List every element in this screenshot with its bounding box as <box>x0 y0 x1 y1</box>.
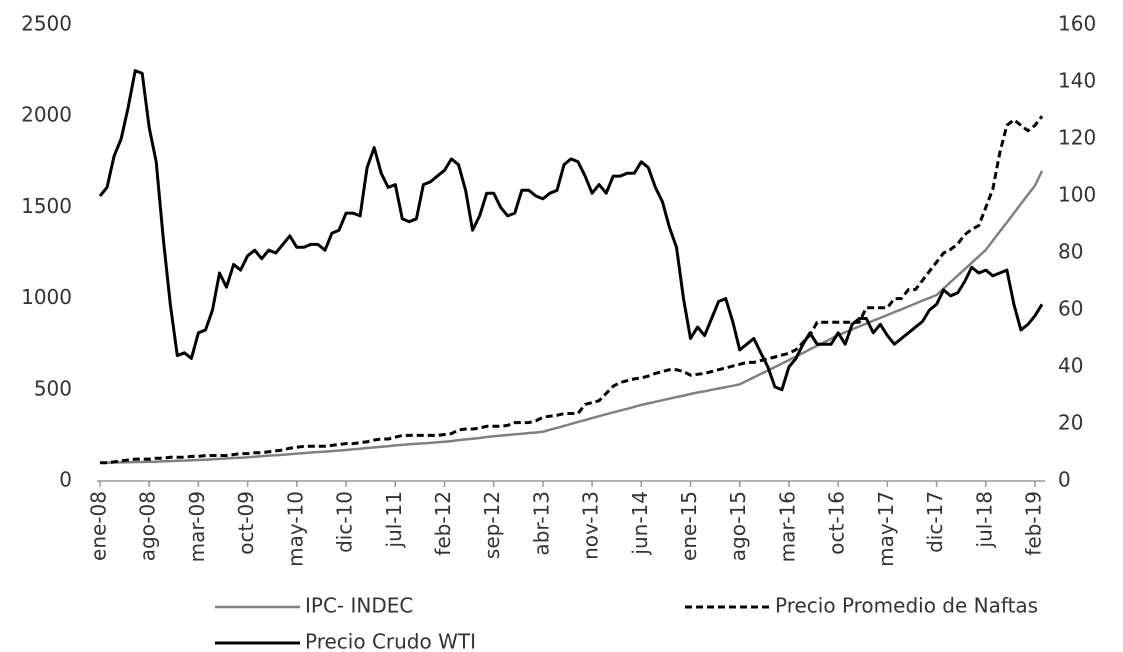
x-tick-label: mar-16 <box>775 491 799 562</box>
x-tick-label: may-10 <box>283 491 307 567</box>
x-tick-label: nov-13 <box>579 491 603 560</box>
x-tick-label: feb-19 <box>1022 491 1046 556</box>
x-tick-label: oct-16 <box>825 491 849 555</box>
y2-tick-label: 100 <box>1058 183 1096 207</box>
y-tick-label: 1000 <box>21 285 72 309</box>
legend-label: Precio Promedio de Naftas <box>775 594 1038 618</box>
x-tick-label: ago-15 <box>726 491 750 561</box>
x-tick-label: ene-15 <box>677 491 701 561</box>
y2-tick-label: 80 <box>1058 240 1083 264</box>
y2-tick-label: 20 <box>1058 411 1083 435</box>
y2-tick-label: 160 <box>1058 12 1096 36</box>
legend-label: Precio Crudo WTI <box>305 630 476 652</box>
x-tick-label: jul-11 <box>382 491 406 548</box>
x-tick-label: dic-17 <box>923 491 947 553</box>
x-tick-label: oct-09 <box>234 491 258 555</box>
y2-tick-label: 40 <box>1058 354 1083 378</box>
x-tick-label: ago-08 <box>136 491 160 561</box>
legend-label: IPC- INDEC <box>305 594 413 618</box>
y-tick-label: 500 <box>34 376 72 400</box>
y-tick-label: 0 <box>59 468 72 492</box>
series-line <box>99 170 1044 465</box>
x-tick-label: mar-09 <box>185 491 209 562</box>
y2-tick-label: 120 <box>1058 126 1096 150</box>
series-line <box>100 115 1044 465</box>
x-tick-label: dic-10 <box>333 491 357 553</box>
x-tick-label: may-17 <box>874 491 898 567</box>
y-tick-label: 2000 <box>21 103 72 127</box>
y-tick-label: 2500 <box>21 12 72 36</box>
y2-tick-label: 0 <box>1058 468 1071 492</box>
x-tick-label: sep-12 <box>480 491 504 559</box>
x-tick-label: jul-18 <box>972 491 996 548</box>
x-tick-label: feb-12 <box>431 491 455 556</box>
y2-tick-label: 60 <box>1058 297 1083 321</box>
series-line <box>98 69 1044 392</box>
x-tick-label: ene-08 <box>87 491 111 561</box>
x-tick-label: abr-13 <box>529 491 553 556</box>
y2-tick-label: 140 <box>1058 69 1096 93</box>
y-tick-label: 1500 <box>21 194 72 218</box>
x-tick-label: jun-14 <box>628 491 652 556</box>
